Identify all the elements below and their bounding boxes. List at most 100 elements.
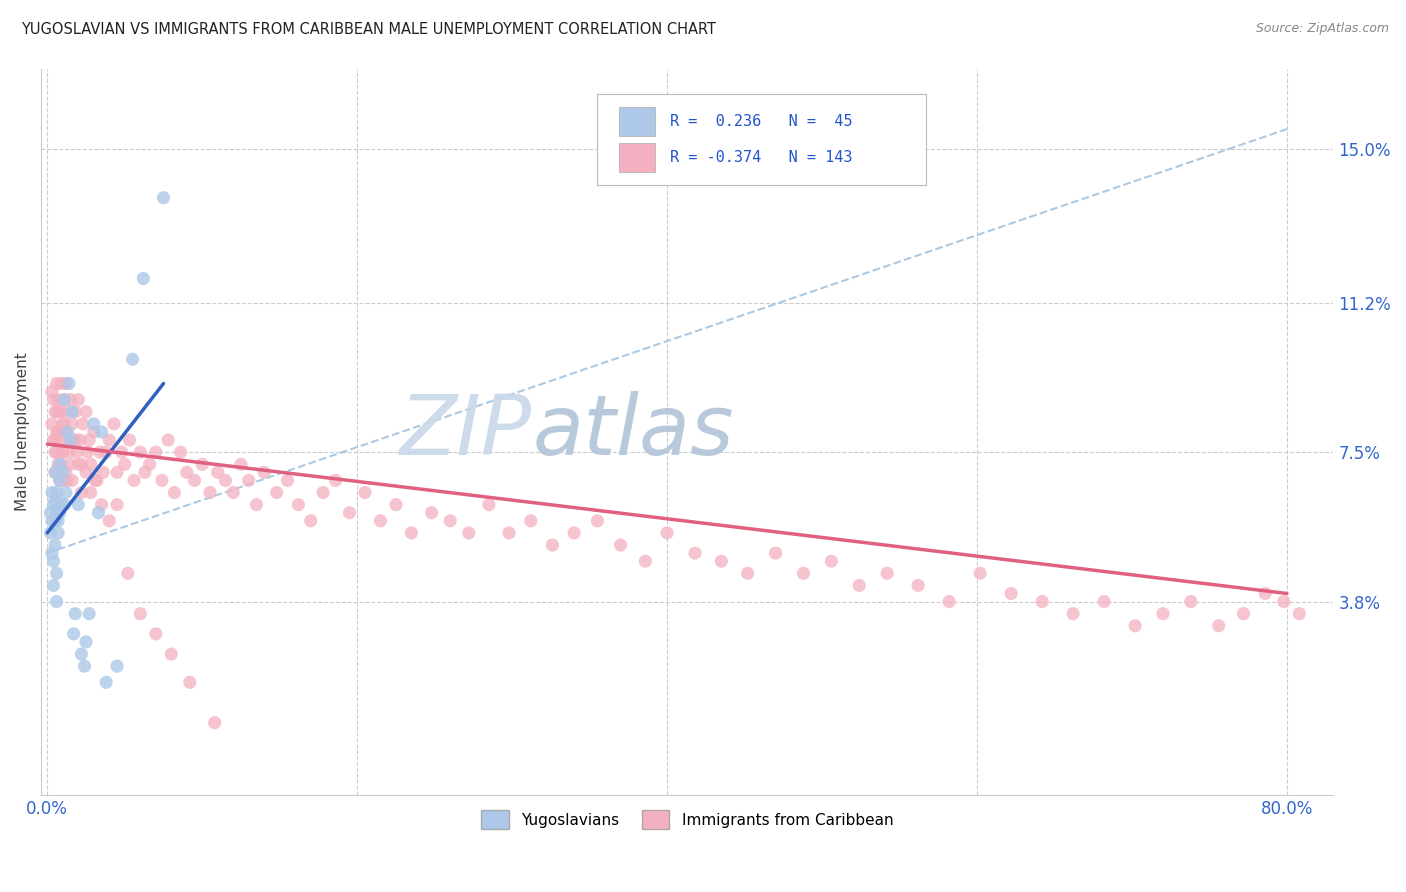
Point [53,498,76,512]
Point [1254,586,1277,600]
Point [105,659,128,673]
Point [44,445,66,459]
Point [48,457,70,471]
Point [58,445,80,459]
Text: Source: ZipAtlas.com: Source: ZipAtlas.com [1256,22,1389,36]
Point [204,715,226,730]
Point [80,457,103,471]
Point [420,506,443,520]
Point [51,376,73,391]
Point [370,514,392,528]
Point [63,405,86,419]
Point [59,433,82,447]
Point [52,445,75,459]
Point [89,445,111,459]
Point [176,466,198,480]
Point [118,433,141,447]
Point [562,525,585,540]
Point [46,457,69,471]
Point [67,392,90,407]
Point [401,525,423,540]
Point [62,627,84,641]
Point [48,405,70,419]
Point [157,433,180,447]
Point [145,445,167,459]
Point [70,457,93,471]
Point [44,433,66,447]
Point [39,525,62,540]
Point [266,485,288,500]
Point [222,485,245,500]
Point [737,566,759,581]
Point [73,659,96,673]
Point [229,457,252,471]
Point [150,474,173,488]
Point [53,392,76,407]
Point [114,457,136,471]
Point [66,445,89,459]
Text: R = -0.374   N = 143: R = -0.374 N = 143 [671,151,853,165]
Point [63,607,86,621]
Point [478,498,501,512]
Point [56,425,79,439]
Point [710,554,733,568]
Point [84,474,107,488]
Point [276,474,298,488]
Point [55,376,77,391]
Point [60,405,83,419]
Point [56,405,79,419]
Point [45,566,67,581]
Point [969,566,991,581]
Point [354,485,377,500]
Point [59,392,82,407]
Point [83,417,105,431]
Point [1152,607,1174,621]
Point [80,485,103,500]
Point [122,474,145,488]
Point [541,538,564,552]
Point [58,376,80,391]
Point [63,433,86,447]
Point [44,538,66,552]
Point [48,474,70,488]
Point [160,647,183,661]
Point [111,445,134,459]
Point [41,485,63,500]
Point [312,485,335,500]
Point [129,445,152,459]
Point [586,514,609,528]
Point [77,607,100,621]
Point [238,474,260,488]
Point [245,498,267,512]
Point [48,433,70,447]
Point [45,506,67,520]
Point [179,675,201,690]
Text: atlas: atlas [533,392,734,473]
Y-axis label: Male Unemployment: Male Unemployment [15,352,30,511]
Point [655,525,678,540]
Point [62,433,84,447]
Point [45,405,67,419]
Point [44,466,66,480]
Point [59,457,82,471]
Point [70,647,93,661]
Point [287,498,309,512]
Point [105,498,128,512]
Point [69,433,91,447]
Text: YUGOSLAVIAN VS IMMIGRANTS FROM CARIBBEAN MALE UNEMPLOYMENT CORRELATION CHART: YUGOSLAVIAN VS IMMIGRANTS FROM CARIBBEAN… [21,22,716,37]
Point [91,466,114,480]
Legend: Yugoslavians, Immigrants from Caribbean: Yugoslavians, Immigrants from Caribbean [475,805,900,835]
Bar [619,107,655,136]
Point [87,506,110,520]
Point [41,384,63,399]
Point [55,425,77,439]
Point [609,538,631,552]
Point [683,546,706,560]
Point [207,466,229,480]
Point [820,554,842,568]
Point [48,405,70,419]
Point [42,578,65,592]
Point [41,546,63,560]
Point [42,433,65,447]
Point [103,417,125,431]
